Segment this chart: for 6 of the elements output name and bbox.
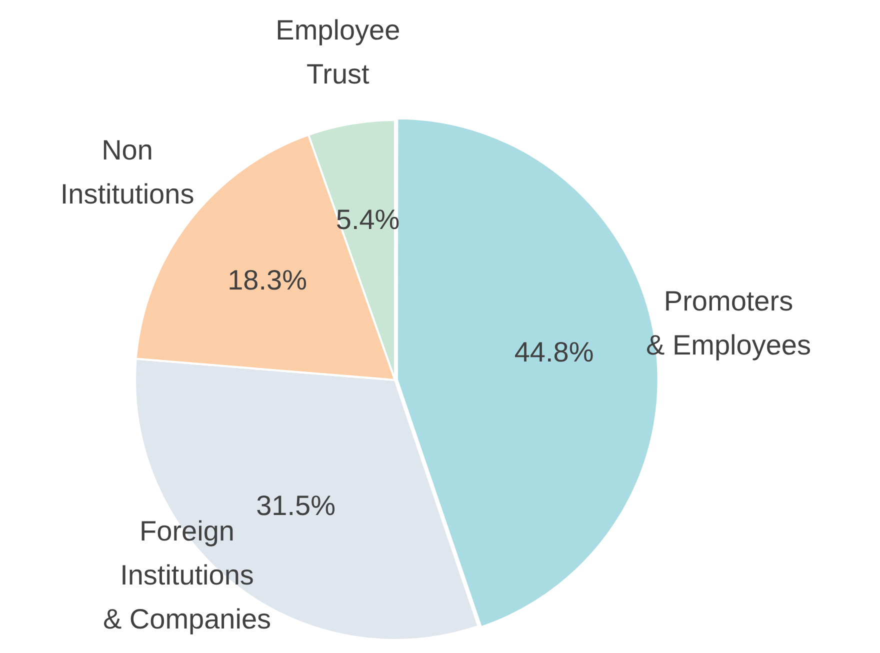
slice-label: Promoters & Employees <box>646 286 811 361</box>
data-label: 44.8% <box>514 336 594 368</box>
data-label: 5.4% <box>336 204 400 235</box>
data-label: 18.3% <box>228 264 308 296</box>
slice-label: Employee Trust <box>276 14 400 90</box>
slice-label: Non Institutions <box>60 134 194 210</box>
